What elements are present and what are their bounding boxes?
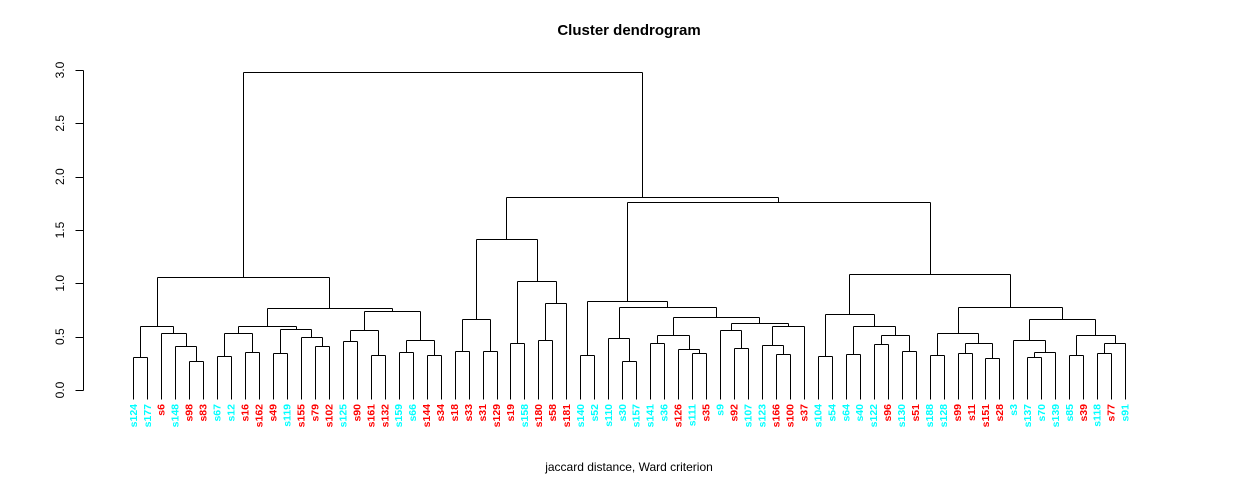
y-tick-label: 1.0 bbox=[53, 275, 67, 292]
leaf-label: s51 bbox=[910, 404, 922, 422]
leaf-label: s159 bbox=[393, 404, 405, 428]
leaf-label: s99 bbox=[952, 404, 964, 422]
leaf-label: s70 bbox=[1036, 404, 1048, 422]
y-tick-label: 3.0 bbox=[53, 61, 67, 78]
y-axis bbox=[75, 70, 84, 391]
leaf-label: s39 bbox=[1078, 404, 1090, 422]
leaf-label: s30 bbox=[617, 404, 629, 422]
leaf-label: s34 bbox=[435, 404, 447, 422]
leaf-label: s83 bbox=[198, 404, 210, 422]
x-axis-label: jaccard distance, Ward criterion bbox=[545, 460, 713, 474]
leaf-label: s111 bbox=[687, 404, 699, 426]
leaf-label: s110 bbox=[603, 404, 615, 427]
leaf-label: s151 bbox=[980, 404, 992, 428]
leaf-label: s37 bbox=[798, 404, 810, 422]
leaf-label: s18 bbox=[449, 404, 461, 422]
leaf-label: s19 bbox=[505, 404, 517, 422]
leaf-label: s126 bbox=[673, 404, 685, 428]
leaf-label: s157 bbox=[631, 404, 643, 428]
leaf-label: s67 bbox=[212, 404, 224, 422]
leaf-label: s166 bbox=[770, 404, 782, 428]
leaf-label: s107 bbox=[742, 404, 754, 428]
leaf-label: s54 bbox=[826, 404, 838, 422]
leaf-label: s40 bbox=[854, 404, 866, 422]
leaf-label: s85 bbox=[1064, 404, 1076, 422]
leaf-label: s123 bbox=[756, 404, 768, 428]
leaf-label: s122 bbox=[868, 404, 880, 428]
leaf-label: s161 bbox=[365, 404, 377, 428]
leaf-label: s33 bbox=[463, 404, 475, 422]
leaf-label: s188 bbox=[924, 404, 936, 428]
leaf-label: s118 bbox=[1092, 404, 1104, 427]
y-tick-label: 0.0 bbox=[53, 381, 67, 398]
leaf-label: s180 bbox=[533, 404, 545, 428]
dendrogram-links bbox=[133, 72, 1126, 400]
leaf-label: s64 bbox=[840, 404, 852, 422]
leaf-label: s58 bbox=[547, 404, 559, 422]
leaf-label: s130 bbox=[896, 404, 908, 428]
leaf-label: s181 bbox=[561, 404, 573, 428]
leaf-label: s102 bbox=[323, 404, 335, 428]
leaf-label: s132 bbox=[379, 404, 391, 428]
leaf-label: s49 bbox=[268, 404, 280, 422]
y-tick-label: 0.5 bbox=[53, 328, 67, 345]
leaf-label: s66 bbox=[407, 404, 419, 422]
leaf-label: s28 bbox=[994, 404, 1006, 422]
leaf-label: s119 bbox=[281, 404, 293, 427]
leaf-label: s162 bbox=[254, 404, 266, 428]
leaf-label: s124 bbox=[128, 404, 140, 428]
leaf-label: s79 bbox=[309, 404, 321, 422]
leaf-label: s104 bbox=[812, 404, 824, 428]
leaf-label: s158 bbox=[519, 404, 531, 428]
plot-title: Cluster dendrogram bbox=[557, 22, 701, 39]
leaf-label: s16 bbox=[240, 404, 252, 422]
leaf-label: s11 bbox=[966, 404, 978, 421]
leaf-label: s144 bbox=[421, 404, 433, 428]
leaf-label: s96 bbox=[882, 404, 894, 422]
leaf-label: s91 bbox=[1120, 404, 1132, 422]
leaf-label: s140 bbox=[575, 404, 587, 428]
leaf-label: s148 bbox=[170, 404, 182, 428]
leaf-label: s137 bbox=[1022, 404, 1034, 428]
leaf-label: s139 bbox=[1050, 404, 1062, 428]
leaf-label: s36 bbox=[659, 404, 671, 422]
y-tick-label: 2.5 bbox=[53, 115, 67, 132]
leaf-label: s52 bbox=[589, 404, 601, 422]
leaf-label: s128 bbox=[938, 404, 950, 428]
y-tick-label: 1.5 bbox=[53, 221, 67, 238]
leaf-label: s6 bbox=[156, 404, 168, 416]
leaf-label: s129 bbox=[491, 404, 503, 428]
leaf-label: s98 bbox=[184, 404, 196, 422]
leaf-label: s3 bbox=[1008, 404, 1020, 416]
leaf-label: s125 bbox=[337, 404, 349, 428]
leaf-label: s77 bbox=[1106, 404, 1118, 422]
leaf-label: s31 bbox=[477, 404, 489, 422]
leaf-label: s92 bbox=[729, 404, 741, 422]
leaf-label: s90 bbox=[351, 404, 363, 422]
leaf-label: s100 bbox=[784, 404, 796, 428]
y-tick-label: 2.0 bbox=[53, 168, 67, 185]
leaf-label: s9 bbox=[715, 404, 727, 416]
leaf-label: s35 bbox=[701, 404, 713, 422]
leaf-label: s155 bbox=[295, 404, 307, 428]
leaf-label: s177 bbox=[142, 404, 154, 428]
leaf-label: s141 bbox=[645, 404, 657, 428]
leaf-label: s12 bbox=[226, 404, 238, 422]
